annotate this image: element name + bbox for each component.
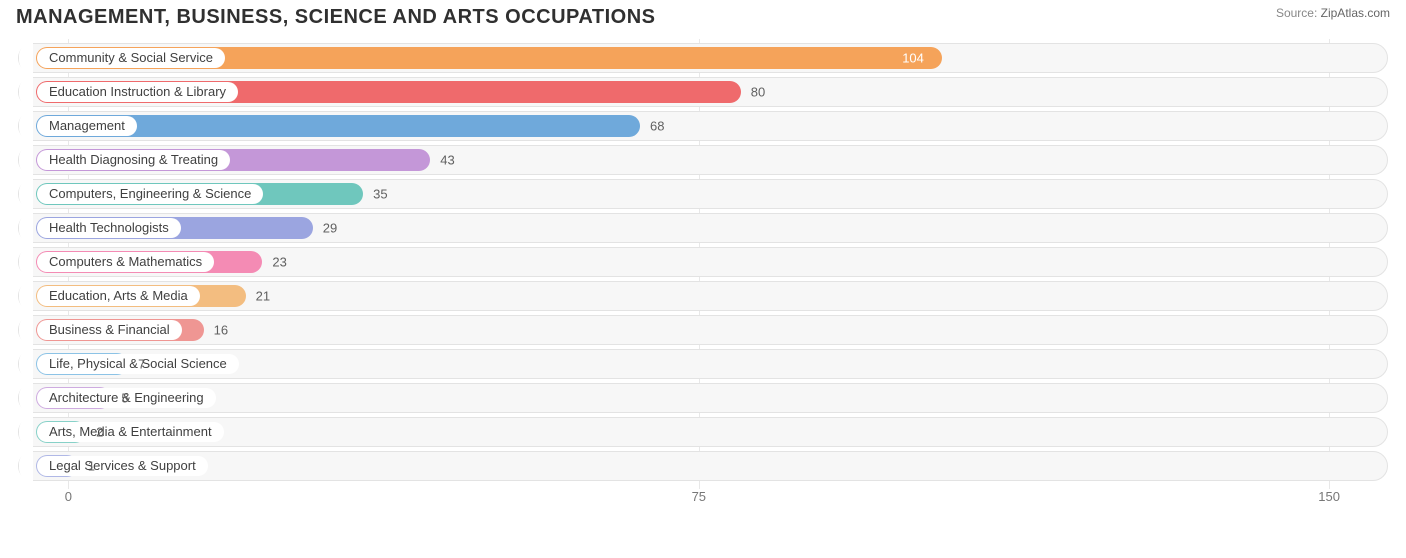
chart-header: MANAGEMENT, BUSINESS, SCIENCE AND ARTS O… bbox=[0, 0, 1406, 33]
source-attribution: Source: ZipAtlas.com bbox=[1276, 6, 1390, 20]
bar-track: Life, Physical & Social Science7 bbox=[18, 349, 1388, 379]
axis-tick: 75 bbox=[692, 489, 706, 504]
value-label: 80 bbox=[751, 85, 765, 100]
category-label: Management bbox=[37, 116, 137, 136]
category-label: Community & Social Service bbox=[37, 48, 225, 68]
category-label: Business & Financial bbox=[37, 320, 182, 340]
axis-tick: 0 bbox=[65, 489, 72, 504]
category-label: Health Technologists bbox=[37, 218, 181, 238]
bar-row: Management 68 bbox=[18, 111, 1388, 141]
axis-tick: 150 bbox=[1318, 489, 1340, 504]
bar-row: Arts, Media & Entertainment2 bbox=[18, 417, 1388, 447]
bars-container: Community & Social Service 104 Education I… bbox=[18, 43, 1388, 481]
value-label: 1 bbox=[88, 459, 95, 474]
chart-title: MANAGEMENT, BUSINESS, SCIENCE AND ARTS O… bbox=[16, 6, 655, 29]
value-label: 21 bbox=[256, 289, 270, 304]
bar-track: Health Technologists 29 bbox=[18, 213, 1388, 243]
bar-row: Legal Services & Support1 bbox=[18, 451, 1388, 481]
x-axis: 0 75 150 bbox=[18, 485, 1388, 511]
value-label: 23 bbox=[272, 255, 286, 270]
value-label: 104 bbox=[902, 51, 924, 66]
bar-track: Business & Financial 16 bbox=[18, 315, 1388, 345]
category-label: Legal Services & Support bbox=[37, 456, 208, 476]
bar-row: Health Diagnosing & Treating 43 bbox=[18, 145, 1388, 175]
bar-row: Business & Financial 16 bbox=[18, 315, 1388, 345]
value-label: 7 bbox=[138, 357, 145, 372]
category-label: Education Instruction & Library bbox=[37, 82, 238, 102]
bar-track: Arts, Media & Entertainment2 bbox=[18, 417, 1388, 447]
bar-track: Health Diagnosing & Treating 43 bbox=[18, 145, 1388, 175]
bar-track: Computers & Mathematics 23 bbox=[18, 247, 1388, 277]
chart-area: Community & Social Service 104 Education I… bbox=[0, 33, 1406, 515]
value-label: 16 bbox=[214, 323, 228, 338]
category-label: Computers, Engineering & Science bbox=[37, 184, 263, 204]
bar-track: Computers, Engineering & Science 35 bbox=[18, 179, 1388, 209]
category-label: Education, Arts & Media bbox=[37, 286, 200, 306]
category-label: Health Diagnosing & Treating bbox=[37, 150, 230, 170]
bar-track: Education Instruction & Library 80 bbox=[18, 77, 1388, 107]
bar-row: Health Technologists 29 bbox=[18, 213, 1388, 243]
bar-track: Education, Arts & Media 21 bbox=[18, 281, 1388, 311]
bar-row: Community & Social Service 104 bbox=[18, 43, 1388, 73]
bar-track: Legal Services & Support1 bbox=[18, 451, 1388, 481]
value-label: 68 bbox=[650, 119, 664, 134]
bar-track: Management 68 bbox=[18, 111, 1388, 141]
bar-row: Education, Arts & Media 21 bbox=[18, 281, 1388, 311]
source-value: ZipAtlas.com bbox=[1321, 6, 1390, 20]
bar-track: Architecture & Engineering5 bbox=[18, 383, 1388, 413]
category-label: Computers & Mathematics bbox=[37, 252, 214, 272]
bar-row: Architecture & Engineering5 bbox=[18, 383, 1388, 413]
value-label: 5 bbox=[121, 391, 128, 406]
value-label: 43 bbox=[440, 153, 454, 168]
bar-row: Education Instruction & Library 80 bbox=[18, 77, 1388, 107]
bar-track: Community & Social Service 104 bbox=[18, 43, 1388, 73]
bar-row: Life, Physical & Social Science7 bbox=[18, 349, 1388, 379]
source-label: Source: bbox=[1276, 6, 1317, 20]
category-label: Arts, Media & Entertainment bbox=[37, 422, 224, 442]
value-label: 29 bbox=[323, 221, 337, 236]
value-label: 2 bbox=[96, 425, 103, 440]
value-label: 35 bbox=[373, 187, 387, 202]
bar-row: Computers & Mathematics 23 bbox=[18, 247, 1388, 277]
bar-row: Computers, Engineering & Science 35 bbox=[18, 179, 1388, 209]
